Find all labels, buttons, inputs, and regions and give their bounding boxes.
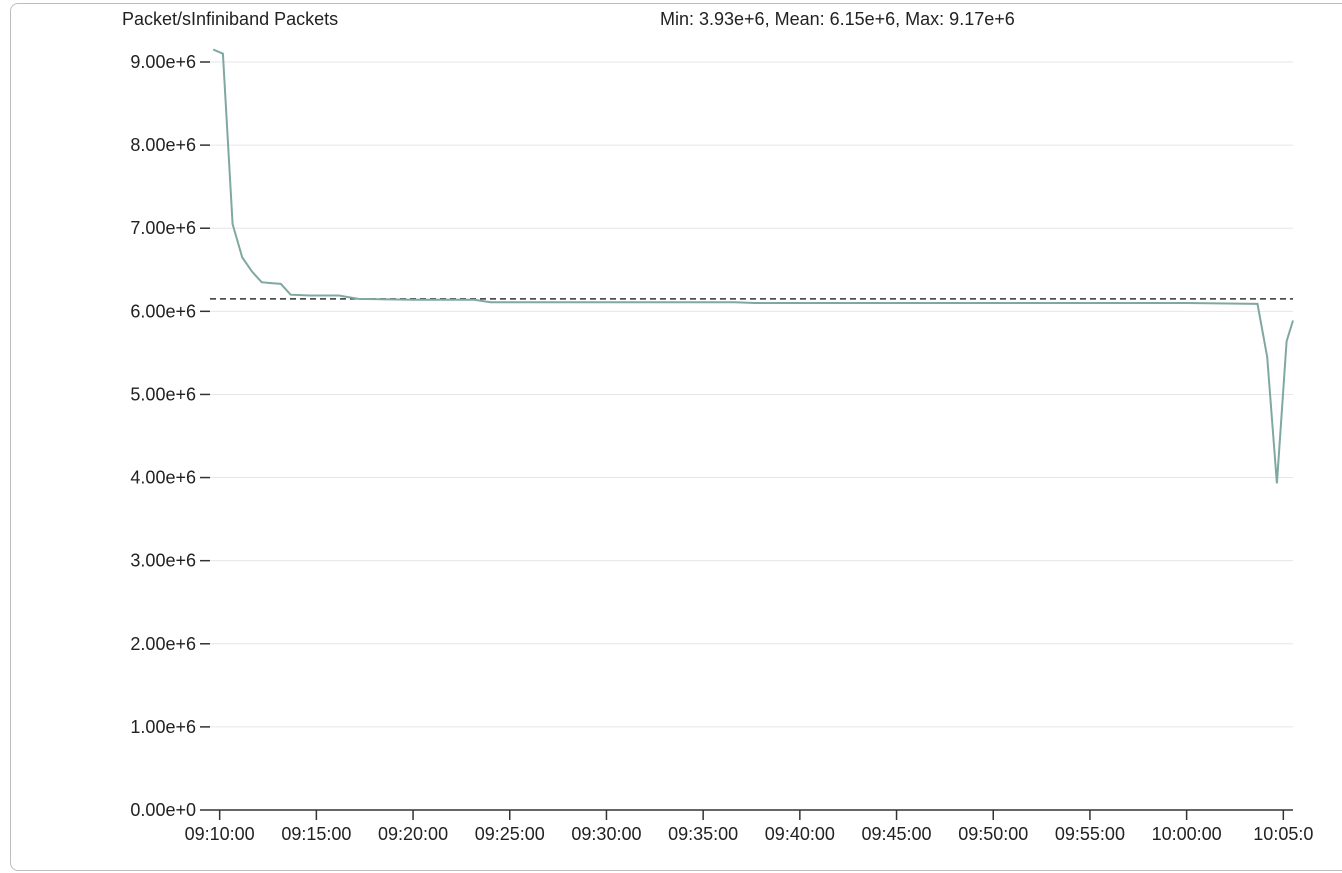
y-axis: 0.00e+0 1.00e+6 2.00e+6 3.00e+6 4.00e+6 5.00e…	[130, 52, 210, 820]
x-tick-label: 09:20:00	[378, 824, 448, 844]
stats-summary: Min: 3.93e+6, Mean: 6.15e+6, Max: 9.17e+…	[660, 9, 1015, 29]
y-tick-label: 9.00e+6	[130, 52, 196, 72]
x-tick-label: 09:10:00	[185, 824, 255, 844]
y-tick-label: 8.00e+6	[130, 135, 196, 155]
grid-lines	[210, 61, 1293, 728]
x-axis: 09:10:00 09:15:00 09:20:00 09:25:00 09:30:00…	[185, 809, 1313, 844]
x-tick-label: 10:00:00	[1152, 824, 1222, 844]
chart-panel	[10, 3, 1342, 871]
y-tick-label: 0.00e+0	[130, 800, 196, 820]
x-tick-label: 09:50:00	[958, 824, 1028, 844]
x-tick-label: 09:55:00	[1055, 824, 1125, 844]
unit-title: Packet/sInfiniband Packets	[122, 9, 339, 29]
y-tick-label: 3.00e+6	[130, 551, 196, 571]
y-tick-label: 1.00e+6	[130, 717, 196, 737]
y-tick-label: 6.00e+6	[130, 301, 196, 321]
x-tick-label: 09:40:00	[765, 824, 835, 844]
y-tick-label: 2.00e+6	[130, 634, 196, 654]
series-line	[212, 48, 1294, 484]
x-tick-label: 09:25:00	[475, 824, 545, 844]
x-tick-label: 09:35:00	[668, 824, 738, 844]
x-tick-label: 09:15:00	[281, 824, 351, 844]
y-tick-label: 4.00e+6	[130, 468, 196, 488]
x-tick-label: 09:30:00	[571, 824, 641, 844]
x-tick-label: 10:05:0	[1253, 824, 1313, 844]
y-tick-label: 5.00e+6	[130, 384, 196, 404]
y-tick-label: 7.00e+6	[130, 218, 196, 238]
x-tick-label: 09:45:00	[862, 824, 932, 844]
